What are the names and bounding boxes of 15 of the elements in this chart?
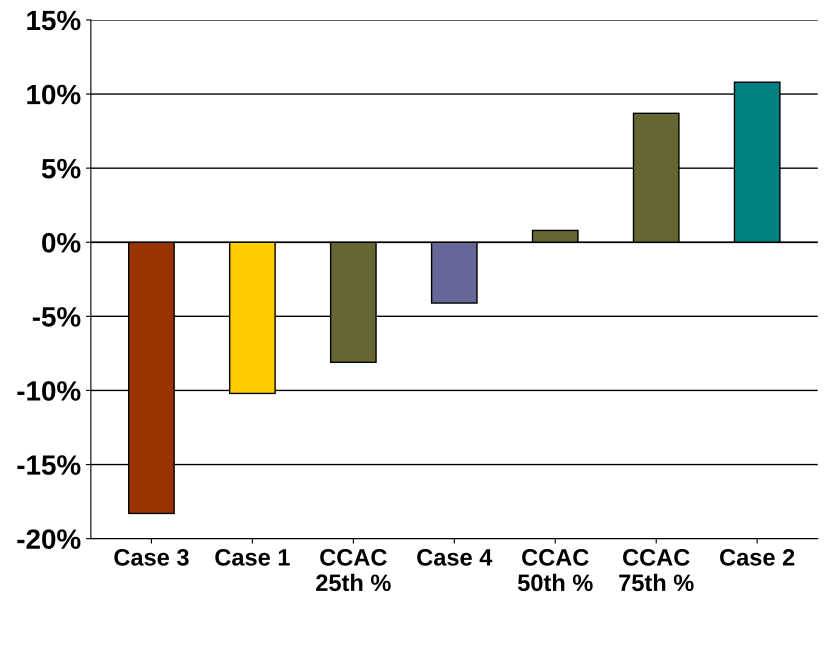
x-tick-label: Case 3 xyxy=(114,548,189,566)
x-tick-label: Case 4 xyxy=(417,548,492,566)
y-tick-label: -15% xyxy=(17,455,80,475)
x-tick-label: CCAC 50th % xyxy=(518,548,593,592)
y-tick-label: 5% xyxy=(42,158,80,178)
y-tick-label: -10% xyxy=(17,381,80,401)
x-tick-label: CCAC 25th % xyxy=(316,548,391,592)
y-tick-label: 15% xyxy=(27,10,80,30)
y-tick-label: 0% xyxy=(42,232,80,253)
y-tick-label: -20% xyxy=(17,529,80,549)
y-tick-label: -5% xyxy=(32,307,80,327)
x-tick-label: Case 2 xyxy=(720,548,794,566)
x-tick-label: CCAC 75th % xyxy=(619,548,694,592)
y-tick-label: 10% xyxy=(27,84,80,104)
x-tick-label: Case 1 xyxy=(215,548,290,566)
